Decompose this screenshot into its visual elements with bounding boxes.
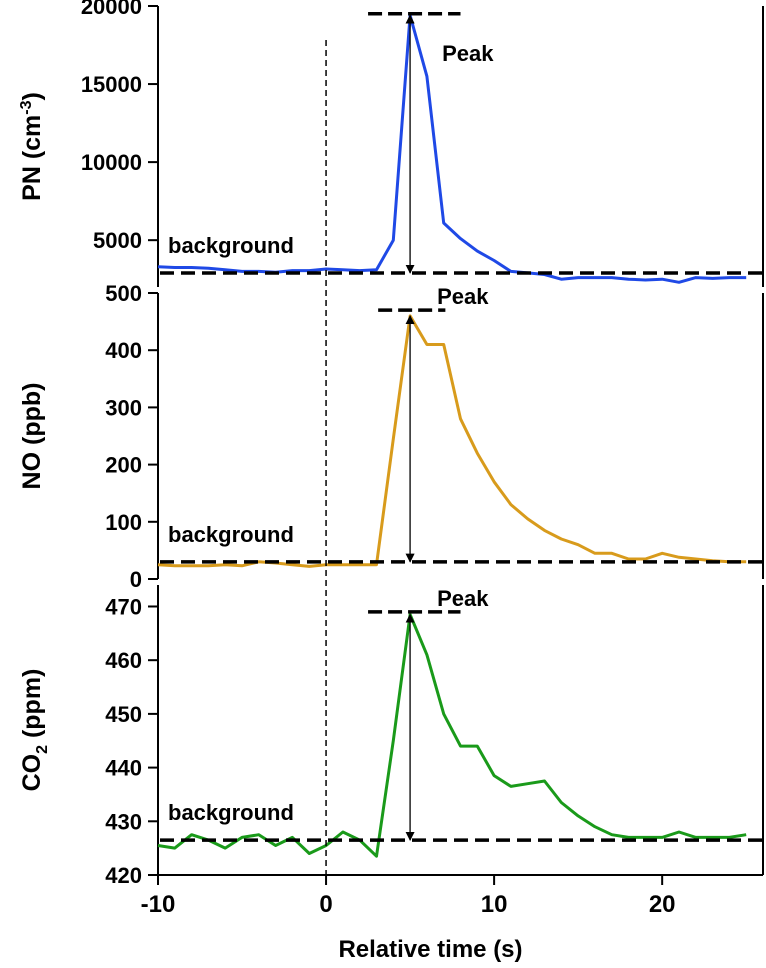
y-tick-label: 440 [105,756,142,781]
y-tick-label: 20000 [81,0,142,19]
y-axis-label: NO (ppb) [18,383,46,490]
panel-2: 0 100 200 300 400 500 NO (ppb) background Peak [18,281,764,592]
y-axis-label: PN (cm-3) [18,92,46,201]
panel-3: 420 430 440 450 460 470 CO2 (ppm) background Pea… [18,585,764,888]
x-axis-label: Relative time (s) [338,936,522,963]
x-tick-label: -10 [141,891,176,918]
peak-label: Peak [437,284,489,309]
background-label: background [168,233,294,258]
peak-label: Peak [437,586,489,611]
x-tick-label: 0 [319,891,332,918]
y-tick-label: 460 [105,648,142,673]
x-tick-label: 20 [649,891,676,918]
y-tick-label: 0 [130,567,142,592]
y-tick-label: 5000 [93,228,142,253]
y-tick-label: 400 [105,338,142,363]
y-tick-label: 430 [105,809,142,834]
y-tick-label: 100 [105,510,142,535]
x-tick-label: 10 [481,891,508,918]
panel-1: 5000 10000 15000 20000 PN (cm-3) background Pe… [18,0,764,287]
data-series-line [157,613,747,858]
y-tick-label: 300 [105,395,142,420]
background-label: background [168,522,294,547]
y-tick-label: 470 [105,594,142,619]
y-tick-label: 420 [105,863,142,888]
y-tick-label: 10000 [81,150,142,175]
background-label: background [168,800,294,825]
y-tick-label: 200 [105,453,142,478]
y-tick-label: 500 [105,281,142,306]
y-axis-label: CO2 (ppm) [18,669,51,792]
peak-label: Peak [442,41,494,66]
y-tick-label: 450 [105,702,142,727]
y-tick-label: 15000 [81,72,142,97]
